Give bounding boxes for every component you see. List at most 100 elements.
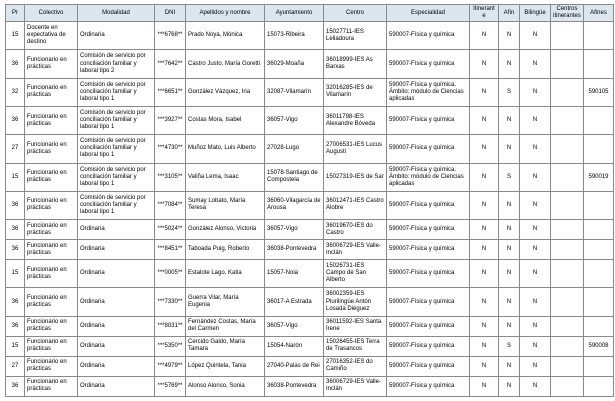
cell-dni: ***6651** bbox=[154, 77, 186, 108]
cell-colectivo: Funcionario en prácticas bbox=[24, 219, 78, 241]
cell-colectivo: Funcionario en prácticas bbox=[24, 259, 78, 289]
cell-centros_itinerantes bbox=[550, 287, 584, 317]
cell-nombre: Valiña Lema, Isaac bbox=[185, 162, 265, 192]
table-row: 36 Funcionario en prácticas Comisión de se… bbox=[5, 49, 614, 79]
cell-itinerante: N bbox=[469, 190, 499, 221]
cell-ayuntamiento: 36060-Vilagarcía de Arousa bbox=[264, 190, 324, 221]
cell-afines bbox=[583, 287, 614, 317]
cell-afines bbox=[583, 105, 614, 136]
cell-itinerante: N bbox=[469, 259, 499, 289]
cell-afines bbox=[583, 375, 614, 398]
cell-modalidad: Comisión de servicio por conciliación fa… bbox=[77, 162, 155, 192]
cell-centro: 36018999-IES As Barxas bbox=[323, 49, 387, 79]
cell-centros_itinerantes bbox=[550, 259, 584, 289]
cell-afines bbox=[583, 355, 614, 377]
cell-ayuntamiento: 27040-Palas de Rei bbox=[264, 355, 324, 377]
cell-especialidad: 590007-Física y química. Ámbito: módulo … bbox=[386, 162, 470, 192]
cell-afin: N bbox=[498, 134, 520, 164]
cell-afines: 590105 bbox=[583, 77, 614, 108]
cell-centros_itinerantes bbox=[550, 355, 584, 377]
cell-bilingue: N bbox=[519, 335, 551, 357]
cell-ayuntamiento: 36038-Pontevedra bbox=[264, 239, 324, 261]
cell-especialidad: 590007-Física y química bbox=[386, 49, 470, 79]
cell-centro: 27006531-IES Lucus Augusti bbox=[323, 134, 387, 164]
column-header-centros_itinerantes: Centros itinerantes bbox=[550, 3, 584, 23]
cell-centro: 36019670-IES do Castro bbox=[323, 219, 387, 241]
cell-colectivo: Funcionario en prácticas bbox=[24, 77, 78, 108]
table-row: 27 Funcionario en prácticas Ordinaria ***49… bbox=[5, 355, 614, 377]
cell-centro: 15027711-IES Leliadoura bbox=[323, 21, 387, 51]
cell-nombre: González Alonso, Victoria bbox=[185, 219, 265, 241]
cell-especialidad: 590007-Física y química bbox=[386, 21, 470, 51]
cell-bilingue: N bbox=[519, 190, 551, 221]
cell-colectivo: Funcionario en prácticas bbox=[24, 315, 78, 337]
cell-centro: 36012471-IES Castro Alobre bbox=[323, 190, 387, 221]
cell-centro: 36011592-IES Santa Irene bbox=[323, 315, 387, 337]
cell-dni: ***8031** bbox=[154, 315, 186, 337]
cell-pr: 27 bbox=[5, 134, 25, 164]
cell-nombre: Castro Justo, María Goretti bbox=[185, 49, 265, 79]
cell-especialidad: 590007-Física y química bbox=[386, 190, 470, 221]
cell-centro: 32016285-IES de Vilamarín bbox=[323, 77, 387, 108]
cell-itinerante: N bbox=[469, 49, 499, 79]
cell-pr: 15 bbox=[5, 162, 25, 192]
cell-nombre: Fernández Costas, María del Carmen bbox=[185, 315, 265, 337]
cell-modalidad: Ordinaria bbox=[77, 287, 155, 317]
cell-afin: N bbox=[498, 49, 520, 79]
cell-centros_itinerantes bbox=[550, 219, 584, 241]
cell-afin: N bbox=[498, 239, 520, 261]
cell-dni: ***8451** bbox=[154, 239, 186, 261]
cell-colectivo: Funcionario en prácticas bbox=[24, 375, 78, 398]
cell-pr: 36 bbox=[5, 315, 25, 337]
cell-pr: 36 bbox=[5, 287, 25, 317]
cell-ayuntamiento: 36038-Pontevedra bbox=[264, 375, 324, 398]
cell-itinerante: N bbox=[469, 77, 499, 108]
cell-afines: 590008 bbox=[583, 335, 614, 357]
cell-colectivo: Funcionario en prácticas bbox=[24, 190, 78, 221]
cell-ayuntamiento: 27028-Lugo bbox=[264, 134, 324, 164]
cell-centros_itinerantes bbox=[550, 375, 584, 398]
cell-nombre: Estalote Lago, Katia bbox=[185, 259, 265, 289]
cell-colectivo: Funcionario en prácticas bbox=[24, 134, 78, 164]
cell-colectivo: Funcionario en prácticas bbox=[24, 335, 78, 357]
cell-dni: ***3105** bbox=[154, 162, 186, 192]
cell-bilingue: N bbox=[519, 239, 551, 261]
column-header-afin: Afín bbox=[498, 3, 520, 23]
cell-itinerante: N bbox=[469, 239, 499, 261]
cell-centros_itinerantes bbox=[550, 335, 584, 357]
cell-ayuntamiento: 15057-Noia bbox=[264, 259, 324, 289]
cell-afines bbox=[583, 259, 614, 289]
cell-especialidad: 590007-Física y química bbox=[386, 239, 470, 261]
cell-centro: 15027319-IES de Sar bbox=[323, 162, 387, 192]
column-header-ayuntamiento: Ayuntamiento bbox=[264, 3, 324, 23]
cell-itinerante: N bbox=[469, 315, 499, 337]
cell-centros_itinerantes bbox=[550, 105, 584, 136]
cell-nombre: González Vázquez, Iria bbox=[185, 77, 265, 108]
cell-bilingue: N bbox=[519, 77, 551, 108]
cell-centro: 15026731-IES Campo de San Alberto bbox=[323, 259, 387, 289]
cell-nombre: Cercido Galdo, María Tamara bbox=[185, 335, 265, 357]
cell-modalidad: Ordinaria bbox=[77, 335, 155, 357]
cell-modalidad: Comisión de servicio por conciliación fa… bbox=[77, 49, 155, 79]
table-row: 15 Funcionario en prácticas Ordinaria ***00… bbox=[5, 259, 614, 289]
cell-itinerante: N bbox=[469, 162, 499, 192]
column-header-dni: DNI bbox=[154, 3, 186, 23]
cell-afines bbox=[583, 134, 614, 164]
cell-dni: ***5024** bbox=[154, 219, 186, 241]
cell-centros_itinerantes bbox=[550, 190, 584, 221]
column-header-itinerante: Itinerante bbox=[469, 3, 499, 23]
cell-ayuntamiento: 36029-Moaña bbox=[264, 49, 324, 79]
cell-centros_itinerantes bbox=[550, 239, 584, 261]
cell-modalidad: Ordinaria bbox=[77, 315, 155, 337]
cell-pr: 15 bbox=[5, 21, 25, 51]
assignments-table: Pr Colectivo Modalidad DNI Apellidos y nombr… bbox=[5, 3, 614, 398]
cell-bilingue: N bbox=[519, 219, 551, 241]
cell-nombre: Taboada Puig, Roberto bbox=[185, 239, 265, 261]
cell-ayuntamiento: 36057-Vigo bbox=[264, 219, 324, 241]
cell-pr: 15 bbox=[5, 335, 25, 357]
cell-centros_itinerantes bbox=[550, 21, 584, 51]
cell-ayuntamiento: 15073-Ribeira bbox=[264, 21, 324, 51]
cell-dni: ***7084** bbox=[154, 190, 186, 221]
table-row: 36 Funcionario en prácticas Ordinaria ***50… bbox=[5, 219, 614, 241]
cell-colectivo: Funcionario en prácticas bbox=[24, 162, 78, 192]
